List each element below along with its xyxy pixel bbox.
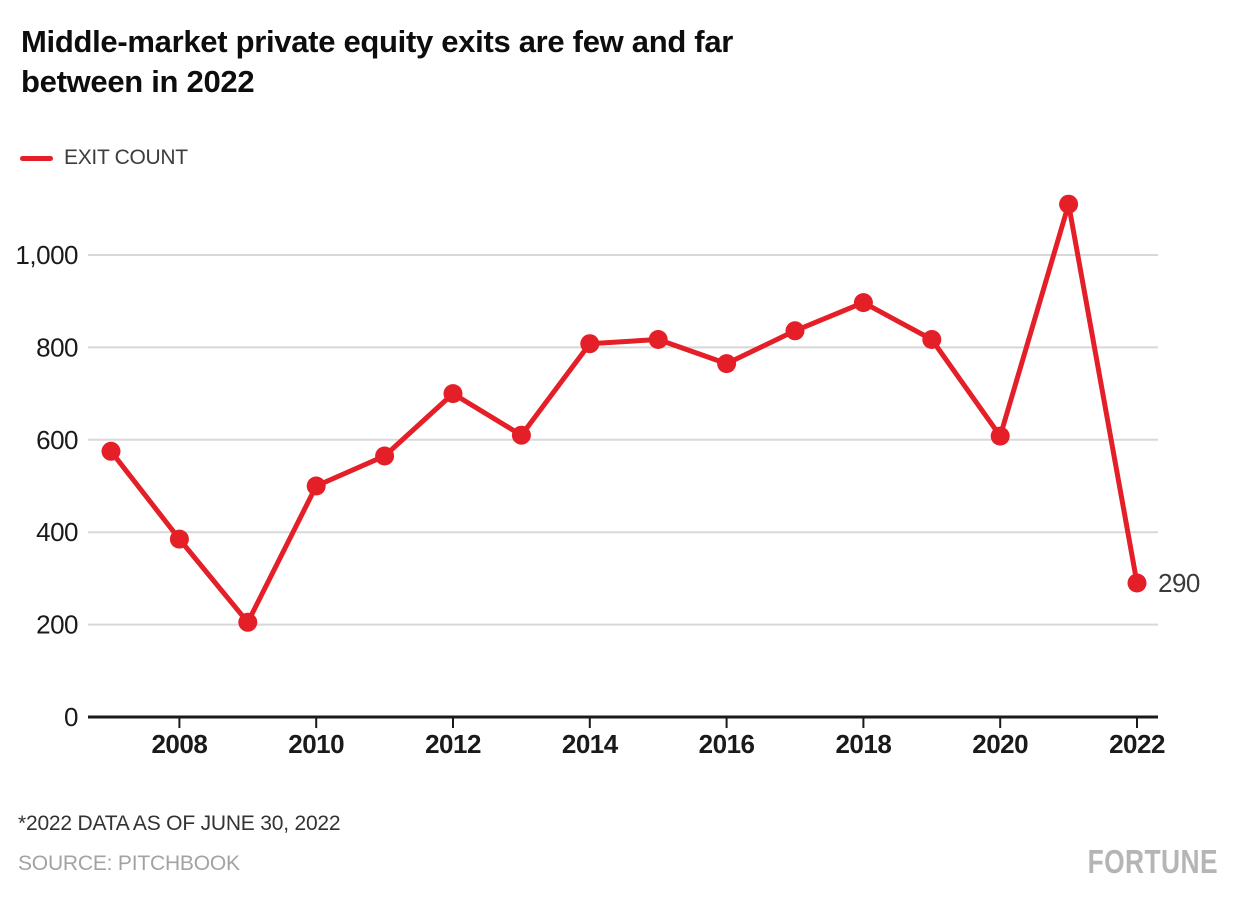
data-point-2019 <box>922 330 942 349</box>
data-point-2020 <box>990 426 1010 446</box>
page-title: Middle-market private equity exits are f… <box>21 22 733 102</box>
data-point-2015 <box>648 330 668 349</box>
y-tick-label: 200 <box>36 610 78 640</box>
y-tick-label: 1,000 <box>15 240 78 270</box>
data-point-2022 <box>1127 573 1147 593</box>
y-tick-label: 800 <box>36 332 78 362</box>
end-value-label: 290 <box>1158 568 1200 598</box>
source-credit: SOURCE: PITCHBOOK <box>18 852 240 875</box>
exit-count-line-swatch <box>20 155 53 161</box>
data-point-2007 <box>101 441 121 461</box>
data-point-2017 <box>785 321 805 341</box>
x-tick-label: 2012 <box>425 729 481 759</box>
data-point-2016 <box>717 354 737 374</box>
exit-count-line <box>108 201 1140 625</box>
data-point-2014 <box>580 334 600 354</box>
y-tick-label: 0 <box>64 702 78 732</box>
x-tick-label: 2016 <box>699 729 755 759</box>
page-title-line1: Middle-market private equity exits are f… <box>21 24 734 59</box>
x-tick-label: 2022 <box>1109 729 1165 759</box>
page-title-line2: between in 2022 <box>21 64 255 99</box>
data-point-2013 <box>511 425 531 445</box>
x-tick-label: 2014 <box>562 729 619 759</box>
line-chart: 0 200 400 600 800 1,000 2008 2010 2012 2014 2016 20… <box>15 194 1200 759</box>
y-tick-label: 400 <box>36 517 78 547</box>
legend-label: EXIT COUNT <box>64 146 188 169</box>
data-point-2018 <box>853 293 873 313</box>
data-point-2008 <box>169 529 189 549</box>
legend: EXIT COUNT <box>20 146 188 170</box>
data-point-2010 <box>306 476 326 496</box>
x-tick-label: 2008 <box>151 729 207 759</box>
data-point-2009 <box>238 612 258 632</box>
data-point-2011 <box>375 446 395 466</box>
fortune-logo: FORTUNE <box>1087 843 1218 880</box>
x-tick-label: 2020 <box>972 729 1028 759</box>
data-point-2012 <box>443 384 463 404</box>
y-tick-label: 600 <box>36 425 78 455</box>
x-tick-label: 2010 <box>288 729 344 759</box>
footnote: *2022 DATA AS OF JUNE 30, 2022 <box>18 812 341 835</box>
data-point-2021 <box>1059 194 1079 214</box>
x-tick-label: 2018 <box>835 729 891 759</box>
